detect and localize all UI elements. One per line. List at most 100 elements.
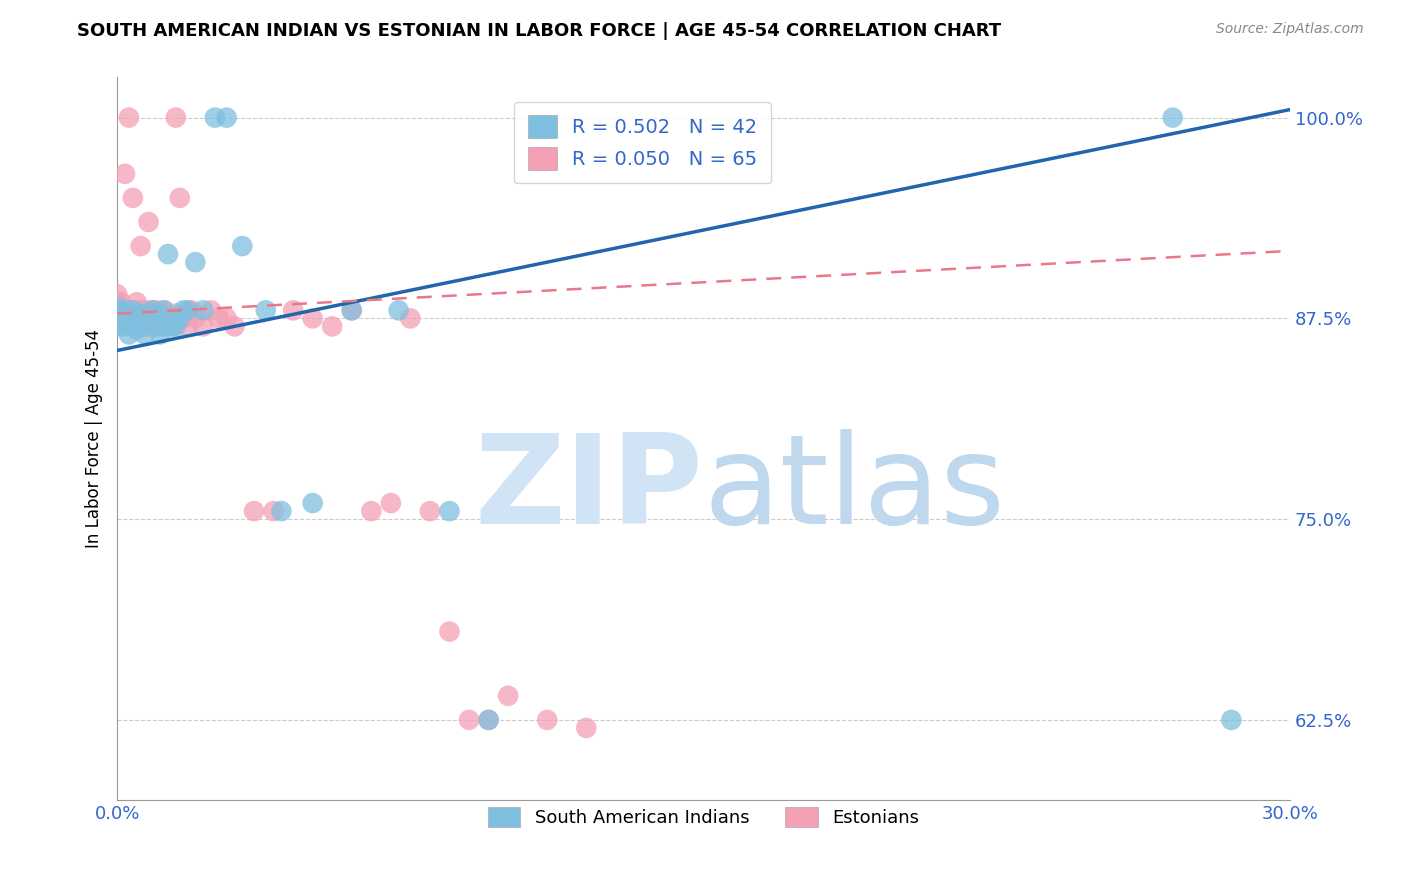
Point: [536, 713, 558, 727]
Point: [125, 323, 148, 337]
Legend: South American Indians, Estonians: South American Indians, Estonians: [481, 800, 927, 835]
Point: [121, 303, 143, 318]
Point: [419, 504, 441, 518]
Point: [145, 307, 167, 321]
Point: [173, 303, 195, 318]
Point: [153, 303, 176, 318]
Point: [134, 307, 156, 321]
Point: [118, 303, 141, 318]
Point: [208, 311, 231, 326]
Point: [138, 307, 160, 321]
Point: [121, 191, 143, 205]
Point: [118, 111, 141, 125]
Point: [118, 311, 141, 326]
Point: [114, 316, 136, 330]
Point: [110, 303, 132, 318]
Point: [243, 504, 266, 518]
Point: [145, 303, 167, 318]
Point: [360, 504, 382, 518]
Point: [138, 319, 160, 334]
Point: [110, 295, 132, 310]
Point: [149, 327, 172, 342]
Point: [458, 713, 481, 727]
Point: [129, 311, 152, 326]
Point: [380, 496, 402, 510]
Point: [215, 311, 238, 326]
Point: [149, 307, 172, 321]
Y-axis label: In Labor Force | Age 45-54: In Labor Force | Age 45-54: [86, 329, 103, 549]
Text: SOUTH AMERICAN INDIAN VS ESTONIAN IN LABOR FORCE | AGE 45-54 CORRELATION CHART: SOUTH AMERICAN INDIAN VS ESTONIAN IN LAB…: [77, 22, 1001, 40]
Point: [129, 319, 152, 334]
Point: [105, 303, 128, 318]
Point: [118, 327, 141, 342]
Point: [134, 311, 156, 326]
Point: [478, 713, 501, 727]
Point: [129, 303, 152, 318]
Point: [125, 295, 148, 310]
Point: [1161, 111, 1184, 125]
Point: [105, 295, 128, 310]
Point: [114, 303, 136, 318]
Point: [125, 307, 148, 321]
Point: [121, 303, 143, 318]
Point: [340, 303, 363, 318]
Point: [263, 504, 285, 518]
Point: [478, 713, 501, 727]
Point: [281, 303, 304, 318]
Point: [224, 319, 246, 334]
Point: [145, 319, 167, 334]
Point: [153, 319, 176, 334]
Point: [153, 303, 176, 318]
Point: [439, 624, 461, 639]
Point: [270, 504, 292, 518]
Point: [231, 239, 253, 253]
Point: [153, 319, 176, 334]
Point: [165, 319, 187, 334]
Point: [121, 319, 143, 334]
Point: [114, 303, 136, 318]
Point: [156, 247, 179, 261]
Text: atlas: atlas: [703, 429, 1005, 550]
Point: [134, 327, 156, 342]
Point: [169, 311, 191, 326]
Point: [180, 303, 202, 318]
Point: [110, 307, 132, 321]
Point: [134, 319, 156, 334]
Point: [141, 303, 163, 318]
Point: [138, 311, 160, 326]
Point: [125, 319, 148, 334]
Point: [156, 311, 179, 326]
Point: [184, 255, 207, 269]
Point: [160, 319, 183, 334]
Point: [575, 721, 598, 735]
Point: [160, 319, 183, 334]
Point: [173, 311, 195, 326]
Point: [121, 311, 143, 326]
Point: [200, 303, 222, 318]
Point: [1220, 713, 1243, 727]
Point: [118, 311, 141, 326]
Point: [215, 111, 238, 125]
Point: [399, 311, 422, 326]
Text: Source: ZipAtlas.com: Source: ZipAtlas.com: [1216, 22, 1364, 37]
Point: [125, 307, 148, 321]
Point: [193, 303, 215, 318]
Point: [105, 287, 128, 301]
Point: [110, 319, 132, 334]
Point: [176, 319, 198, 334]
Point: [184, 311, 207, 326]
Point: [114, 319, 136, 334]
Point: [204, 111, 226, 125]
Point: [321, 319, 343, 334]
Point: [129, 239, 152, 253]
Point: [114, 167, 136, 181]
Point: [110, 311, 132, 326]
Point: [138, 215, 160, 229]
Point: [165, 307, 187, 321]
Point: [105, 311, 128, 326]
Point: [141, 311, 163, 326]
Point: [145, 319, 167, 334]
Point: [169, 191, 191, 205]
Point: [141, 303, 163, 318]
Point: [134, 303, 156, 318]
